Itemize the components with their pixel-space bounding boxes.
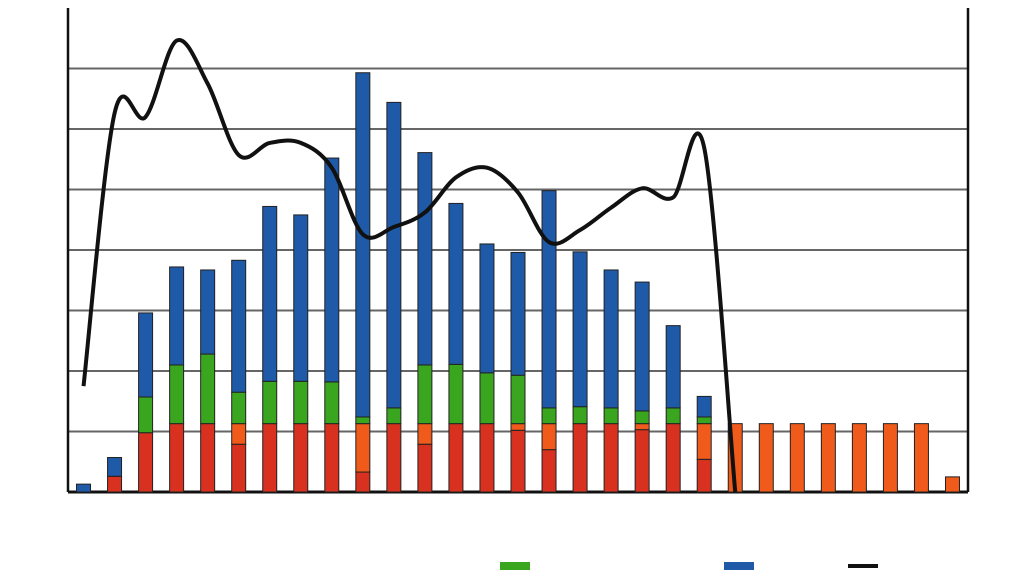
bar-segment xyxy=(200,269,216,355)
bar-segment xyxy=(324,157,340,383)
bar-segment xyxy=(386,423,402,493)
line xyxy=(81,38,738,493)
bar-segment xyxy=(293,380,309,425)
bar-segment xyxy=(200,353,216,425)
bar-segment xyxy=(665,325,681,409)
bar-segment xyxy=(324,423,340,493)
bar-segment xyxy=(572,406,588,425)
bar-segment xyxy=(107,457,123,477)
bar-segment xyxy=(262,205,278,382)
bar-segment xyxy=(510,251,526,376)
bar-segment xyxy=(758,423,774,493)
bar-segment xyxy=(386,407,402,425)
bar-segment xyxy=(355,423,371,473)
bar-segment xyxy=(417,423,433,445)
bar-segment xyxy=(417,152,433,366)
bar-segment xyxy=(169,423,185,493)
bar-segment xyxy=(448,202,464,365)
bar-segment xyxy=(665,407,681,425)
bar-segment xyxy=(944,476,960,493)
bar-segment xyxy=(634,410,650,425)
bar-segment xyxy=(262,423,278,493)
bar-segment xyxy=(820,423,836,493)
bar-segment xyxy=(541,423,557,451)
bar-segment xyxy=(696,416,712,425)
bar-segment xyxy=(572,251,588,408)
bar-segment xyxy=(231,443,247,493)
bar-segment xyxy=(696,458,712,493)
bar-segment xyxy=(76,483,92,493)
bar-segment xyxy=(479,243,495,374)
bar-segment xyxy=(355,416,371,425)
bar-segment xyxy=(572,423,588,493)
bar-segment xyxy=(913,423,929,493)
bar-segment xyxy=(293,214,309,382)
bar-segment xyxy=(541,190,557,409)
bar-segment xyxy=(696,423,712,460)
bar-segment xyxy=(293,423,309,493)
legend-swatch xyxy=(500,562,530,570)
bar-segment xyxy=(882,423,898,493)
bar-segment xyxy=(138,432,154,493)
bar-segment xyxy=(138,396,154,434)
bar-segment xyxy=(231,391,247,425)
bar-segment xyxy=(107,475,123,493)
bar-segment xyxy=(231,423,247,445)
bar-segment xyxy=(479,372,495,425)
bar-segment xyxy=(355,72,371,418)
bar-segment xyxy=(541,407,557,425)
bar-segment xyxy=(510,429,526,493)
bar-segment xyxy=(417,443,433,493)
bar-segment xyxy=(510,423,526,431)
bar-segment xyxy=(696,395,712,418)
bar-segment xyxy=(510,374,526,425)
bar-segment xyxy=(634,429,650,493)
bar-segment xyxy=(603,269,619,409)
bar-segment xyxy=(851,423,867,493)
bar-segment xyxy=(634,281,650,412)
bar-segment xyxy=(231,259,247,393)
bar-segment xyxy=(169,266,185,366)
bar-segment xyxy=(634,423,650,431)
bar-segment xyxy=(262,380,278,425)
bar-segment xyxy=(603,407,619,425)
bar-segment xyxy=(448,423,464,493)
bar-segment xyxy=(386,101,402,409)
bar-segment xyxy=(324,381,340,425)
bar-segment xyxy=(169,364,185,425)
bar-segment xyxy=(200,423,216,493)
bar-segment xyxy=(479,423,495,493)
bar-segment xyxy=(603,423,619,493)
bar-segment xyxy=(448,363,464,425)
bar-segment xyxy=(417,364,433,425)
bar-segment xyxy=(665,423,681,493)
bar-segment xyxy=(541,449,557,493)
legend-swatch xyxy=(724,562,754,570)
bar-segment xyxy=(138,312,154,398)
bar-segment xyxy=(789,423,805,493)
bar-segment xyxy=(355,471,371,493)
